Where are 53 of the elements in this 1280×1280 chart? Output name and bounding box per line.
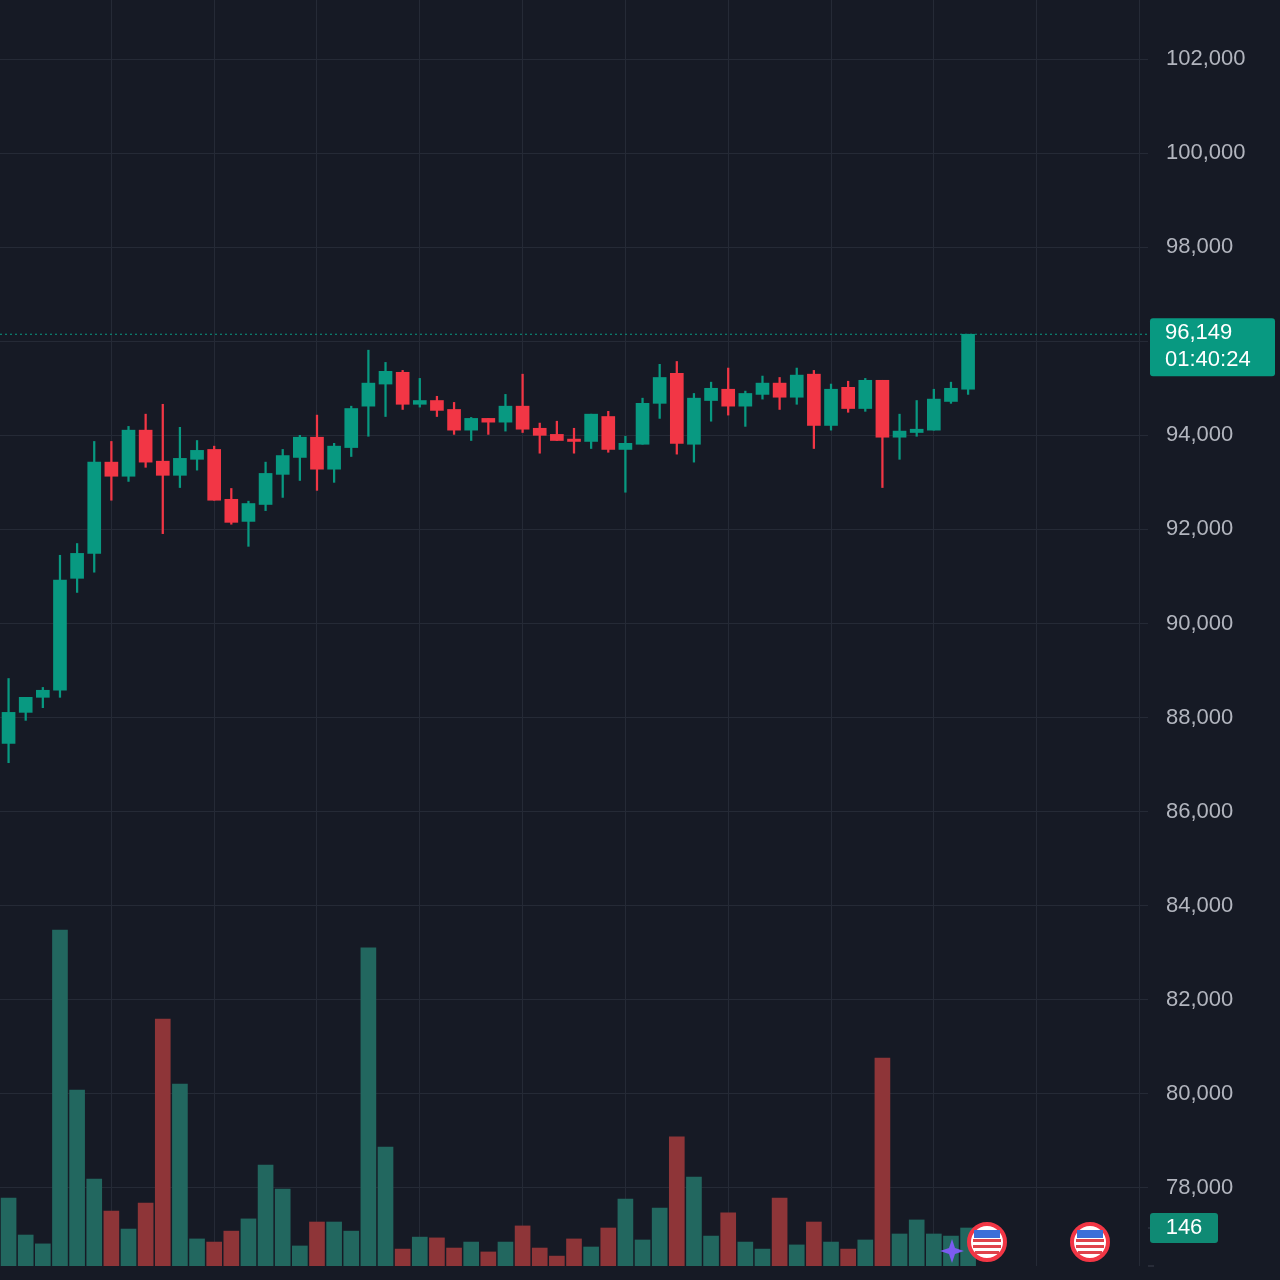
y-tick-label: 90,000 xyxy=(1166,609,1234,635)
bar xyxy=(0,1197,17,1266)
y-tick-label: 92,000 xyxy=(1166,515,1234,541)
bar xyxy=(806,1221,822,1266)
bar xyxy=(411,1236,428,1266)
y-tick-label: 78,000 xyxy=(1166,1173,1234,1199)
bar xyxy=(120,1228,137,1266)
bar xyxy=(840,1248,856,1266)
bar xyxy=(788,1244,805,1266)
y-tick-label: 80,000 xyxy=(1166,1079,1234,1105)
bar xyxy=(137,1202,154,1266)
y-tick-label: 82,000 xyxy=(1166,985,1234,1011)
bar xyxy=(617,1198,634,1266)
candlestick xyxy=(378,362,393,417)
y-tick-label: 98,000 xyxy=(1166,233,1234,259)
ref-line-label: 96,149 xyxy=(1165,319,1233,345)
bar xyxy=(480,1251,497,1266)
candlestick xyxy=(892,413,907,460)
bar xyxy=(823,1241,839,1266)
bar xyxy=(600,1227,617,1266)
candlestick xyxy=(104,441,119,501)
bar xyxy=(497,1241,514,1266)
bar xyxy=(154,1018,171,1266)
bar xyxy=(634,1239,651,1266)
bar xyxy=(257,1164,274,1266)
y-tick-label: 88,000 xyxy=(1166,703,1234,729)
y-tick-label: 84,000 xyxy=(1166,891,1234,917)
bar xyxy=(360,947,377,1266)
bar xyxy=(514,1225,531,1266)
y-tick-label: 94,000 xyxy=(1166,421,1234,447)
y-tick-label: 100,000 xyxy=(1166,139,1246,165)
bar xyxy=(857,1239,874,1266)
y2-tick-label: 146 xyxy=(1165,1214,1203,1240)
candlestick xyxy=(361,349,376,437)
bar xyxy=(668,1136,685,1266)
bar xyxy=(394,1248,411,1266)
bar xyxy=(891,1233,908,1266)
bar xyxy=(463,1241,480,1266)
bar xyxy=(874,1057,891,1266)
bar xyxy=(651,1207,668,1266)
text: 01:40:24 xyxy=(1165,346,1251,372)
bar xyxy=(583,1246,599,1266)
bar xyxy=(377,1146,394,1266)
bar xyxy=(240,1218,257,1266)
bar xyxy=(754,1248,771,1266)
bar xyxy=(103,1210,120,1266)
bar xyxy=(720,1212,737,1266)
y-tick-label: 86,000 xyxy=(1166,797,1234,823)
candlestick xyxy=(618,435,633,493)
y-tick-label: 102,000 xyxy=(1166,45,1246,71)
bar xyxy=(737,1241,754,1266)
bar xyxy=(771,1197,788,1266)
bar xyxy=(309,1221,325,1266)
